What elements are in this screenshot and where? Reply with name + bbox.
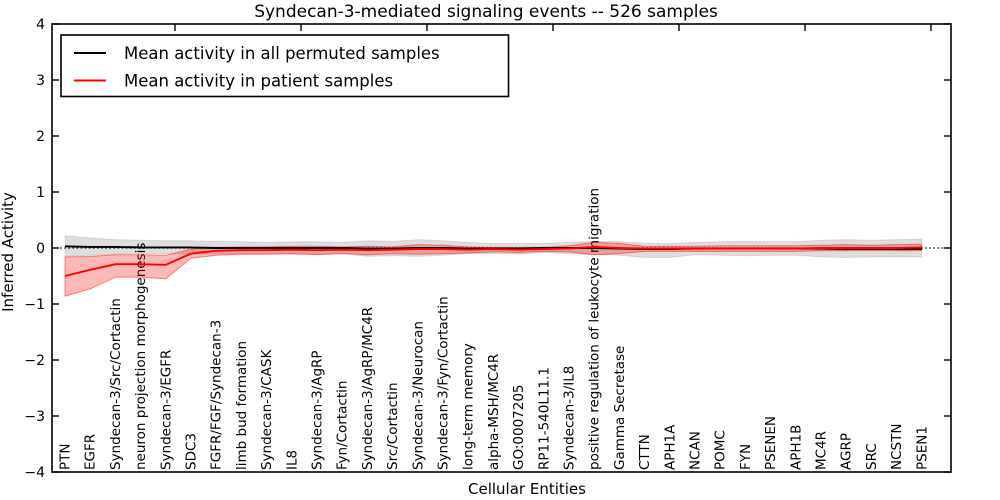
legend: Mean activity in all permuted samples Me… <box>60 34 510 98</box>
x-tick-label: Gamma Secretase <box>612 346 628 470</box>
x-axis-label: Cellular Entities <box>468 480 586 498</box>
x-tick-label: CTTN <box>637 434 653 470</box>
plot-area: PTN EGFR Syndecan-3/Src/Cortactin neuron pr… <box>24 17 952 481</box>
x-tick-label: Syndecan-3/Neurocan <box>410 321 426 470</box>
y-tick-label: −2 <box>24 353 45 369</box>
permuted-confidence-band <box>64 235 923 259</box>
x-tick-label: GO:0007205 <box>511 384 527 470</box>
y-tick-label: 0 <box>36 241 45 257</box>
x-tick-label: alpha-MSH/MC4R <box>486 354 502 470</box>
legend-label-patient: Mean activity in patient samples <box>124 71 393 90</box>
x-tick-label: Fyn/Cortactin <box>335 381 351 470</box>
x-tick-label: EGFR <box>83 434 99 470</box>
x-tick-label: Syndecan-3/Src/Cortactin <box>108 298 124 470</box>
x-tick-label: Syndecan-3/IL8 <box>562 366 578 470</box>
legend-label-permuted: Mean activity in all permuted samples <box>124 44 440 63</box>
x-tick-label: FGFR/FGF/Syndecan-3 <box>209 320 225 470</box>
y-tick-label: −1 <box>24 297 45 313</box>
y-tick-label: 1 <box>36 185 45 201</box>
x-tick-label: Syndecan-3/CASK <box>259 349 275 470</box>
x-tick-label: SRC <box>864 443 880 470</box>
x-tick-label: IL8 <box>284 450 300 470</box>
y-tick-label: −3 <box>24 409 45 425</box>
x-tick-label: long-term memory <box>461 343 477 470</box>
x-tick-label: POMC <box>713 430 729 470</box>
x-tick-label: AGRP <box>839 433 855 470</box>
x-tick-label: MC4R <box>814 431 830 470</box>
x-tick-label: PSEN1 <box>914 426 930 470</box>
x-tick-label: FYN <box>738 444 754 470</box>
y-tick-label: 3 <box>36 73 45 89</box>
x-tick-label: PSENEN <box>763 416 779 470</box>
x-tick-label: RP11-540L11.1 <box>536 367 552 470</box>
legend-box <box>60 34 510 98</box>
x-tick-label: NCAN <box>688 431 704 470</box>
x-tick-label: APH1A <box>662 424 678 470</box>
x-tick-label: Src/Cortactin <box>385 382 401 470</box>
patient-confidence-band <box>64 241 923 297</box>
x-tick-label: Syndecan-3/AgRP/MC4R <box>360 307 376 470</box>
x-tick-label: APH1B <box>788 425 804 470</box>
x-tick-label: SDC3 <box>184 433 200 470</box>
y-tick-label: 2 <box>36 129 45 145</box>
x-tick-label: Syndecan-3/AgRP <box>310 350 326 470</box>
x-tick-label: NCSTN <box>889 424 905 470</box>
patient-mean-line <box>64 245 922 277</box>
y-axis-label: Inferred Activity <box>0 192 17 312</box>
x-tick-label: Syndecan-3/Fyn/Cortactin <box>436 296 452 470</box>
x-tick-label: Syndecan-3/EGFR <box>158 350 174 470</box>
x-tick-label: limb bud formation <box>234 341 250 470</box>
y-tick-label: −4 <box>24 465 45 481</box>
x-tick-label: neuron projection morphogenesis <box>133 243 149 470</box>
y-tick-label: 4 <box>36 17 45 33</box>
chart-title: Syndecan-3-mediated signaling events -- … <box>254 2 718 22</box>
x-tick-label: PTN <box>58 444 74 471</box>
x-tick-label: positive regulation of leukocyte migrati… <box>587 188 603 470</box>
